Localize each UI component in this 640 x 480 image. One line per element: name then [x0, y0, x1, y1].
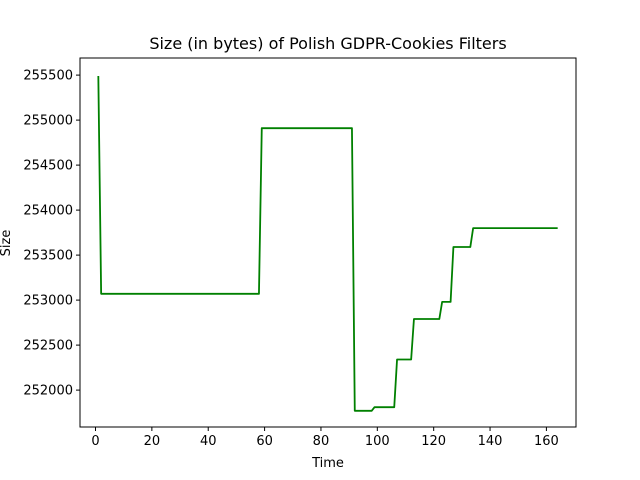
- y-tick-label: 253000: [23, 294, 73, 309]
- y-tick-label: 254000: [23, 204, 73, 219]
- x-tick-label: 100: [365, 434, 390, 449]
- plot-area: [97, 75, 558, 412]
- y-axis-label: Size: [0, 230, 14, 257]
- plot-frame: [79, 57, 577, 428]
- chart-title: Size (in bytes) of Polish GDPR-Cookies F…: [149, 34, 506, 53]
- y-tick-label: 252000: [23, 384, 73, 399]
- x-tick-label: 80: [313, 434, 330, 449]
- x-tick-label: 160: [534, 434, 559, 449]
- x-tick-label: 40: [200, 434, 217, 449]
- x-tick-label: 0: [91, 434, 99, 449]
- y-axis: 252000 252500 253000 253500 254000 254500 2550…: [23, 69, 80, 399]
- y-tick-label: 253500: [23, 249, 73, 264]
- x-tick-label: 140: [478, 434, 503, 449]
- y-tick-label: 255000: [23, 114, 73, 129]
- x-tick-label: 120: [421, 434, 446, 449]
- series-line-0: [97, 75, 558, 412]
- x-tick-label: 60: [256, 434, 273, 449]
- y-tick-label: 255500: [23, 69, 73, 84]
- x-tick-label: 20: [144, 434, 161, 449]
- y-tick-label: 252500: [23, 339, 73, 354]
- y-tick-label: 254500: [23, 159, 73, 174]
- x-axis: 0 20 40 60 80 100 120 140 160: [91, 427, 559, 449]
- x-axis-label: Time: [311, 456, 344, 471]
